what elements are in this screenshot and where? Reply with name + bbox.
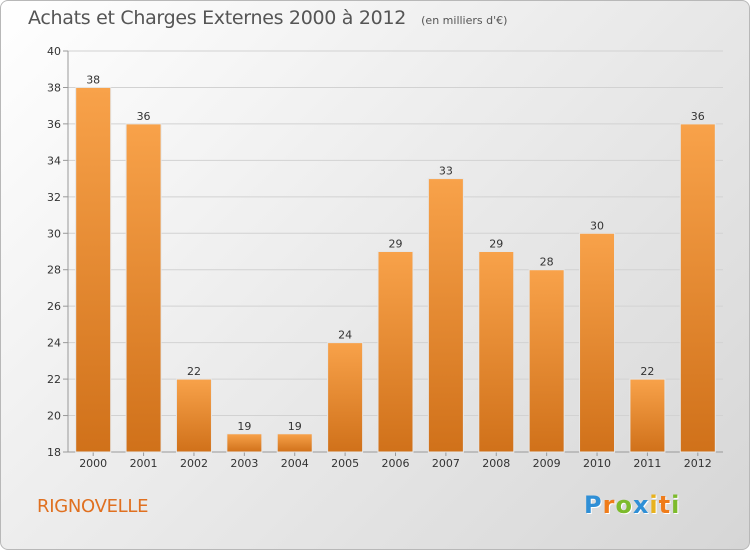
chart-unit: (en milliers d'€) [421, 14, 508, 27]
data-label-2012: 36 [691, 110, 705, 123]
y-tick-label: 40 [47, 45, 61, 58]
data-label-2005: 24 [338, 329, 352, 342]
x-tick-label-2006: 2006 [382, 457, 410, 470]
x-tick-label-2009: 2009 [533, 457, 561, 470]
proxiti-logo: Proxiti [584, 491, 681, 519]
bar-2005 [327, 342, 364, 453]
data-label-2003: 19 [237, 420, 251, 433]
chart-header: Achats et Charges Externes 2000 à 2012 (… [28, 7, 507, 29]
y-tick-label: 28 [47, 264, 61, 277]
data-label-2007: 33 [439, 165, 453, 178]
x-tick-label-2008: 2008 [482, 457, 510, 470]
bar-2003 [226, 433, 263, 453]
data-label-2001: 36 [137, 110, 151, 123]
x-tick-label-2011: 2011 [633, 457, 661, 470]
y-tick-labels: 18 20 22 24 26 28 30 32 34 36 38 40 [47, 45, 61, 459]
bar-2009 [528, 269, 565, 453]
y-tick-label: 34 [47, 154, 61, 167]
data-label-2000: 38 [86, 73, 100, 86]
y-tick-label: 32 [47, 191, 61, 204]
x-tick-label-2012: 2012 [684, 457, 712, 470]
data-label-2002: 22 [187, 365, 201, 378]
bar-2012 [679, 123, 716, 453]
bar-2008 [478, 251, 515, 453]
x-tick-label-2004: 2004 [281, 457, 309, 470]
x-tick-label-2003: 2003 [230, 457, 258, 470]
x-tick-label-2007: 2007 [432, 457, 460, 470]
bar-2010 [579, 232, 616, 453]
data-label-2010: 30 [590, 219, 604, 232]
y-tick-label: 22 [47, 373, 61, 386]
bar-2007 [427, 178, 464, 453]
data-label-2009: 28 [540, 256, 554, 269]
y-tick-label: 20 [47, 410, 61, 423]
x-tick-label-2002: 2002 [180, 457, 208, 470]
x-tick-labels: 2000 2001 2002 2003 2004 2005 2006 2007 2008 2009… [79, 457, 712, 470]
bar-2000 [75, 86, 112, 453]
bar-2001 [125, 123, 162, 453]
bar-2006 [377, 251, 414, 453]
data-label-2011: 22 [640, 365, 654, 378]
data-label-2006: 29 [389, 238, 403, 251]
data-labels: 38 36 22 19 19 24 29 33 29 28 30 22 36 [86, 73, 705, 432]
y-tick-label: 26 [47, 300, 61, 313]
y-tick-label: 24 [47, 337, 61, 350]
bar-2002 [175, 378, 212, 453]
y-tick-label: 36 [47, 118, 61, 131]
bar-2011 [629, 378, 666, 453]
data-label-2004: 19 [288, 420, 302, 433]
y-tick-label: 30 [47, 227, 61, 240]
bars [75, 86, 716, 453]
data-label-2008: 29 [489, 238, 503, 251]
x-tick-label-2005: 2005 [331, 457, 359, 470]
y-tick-label: 38 [47, 81, 61, 94]
x-tick-label-2001: 2001 [130, 457, 158, 470]
x-tick-label-2000: 2000 [79, 457, 107, 470]
bar-2004 [276, 433, 313, 453]
x-tick-label-2010: 2010 [583, 457, 611, 470]
chart-title: Achats et Charges Externes 2000 à 2012 [28, 7, 407, 29]
y-tick-label: 18 [47, 446, 61, 459]
commune-name: RIGNOVELLE [37, 496, 149, 517]
